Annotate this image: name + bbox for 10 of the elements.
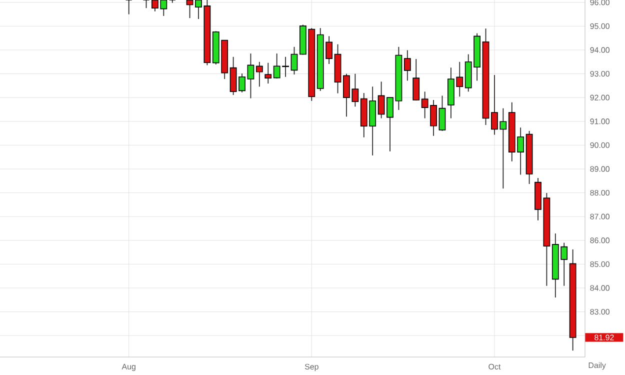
candlestick: [438, 95, 446, 132]
candlestick: [404, 50, 411, 82]
candlestick: [290, 46, 298, 75]
candlestick: [186, 0, 194, 19]
candlestick: [386, 97, 394, 152]
candlestick: [378, 81, 385, 119]
candlestick: [256, 61, 263, 88]
candlestick: [247, 53, 254, 99]
candlestick: [264, 62, 272, 84]
candlestick: [412, 58, 420, 101]
